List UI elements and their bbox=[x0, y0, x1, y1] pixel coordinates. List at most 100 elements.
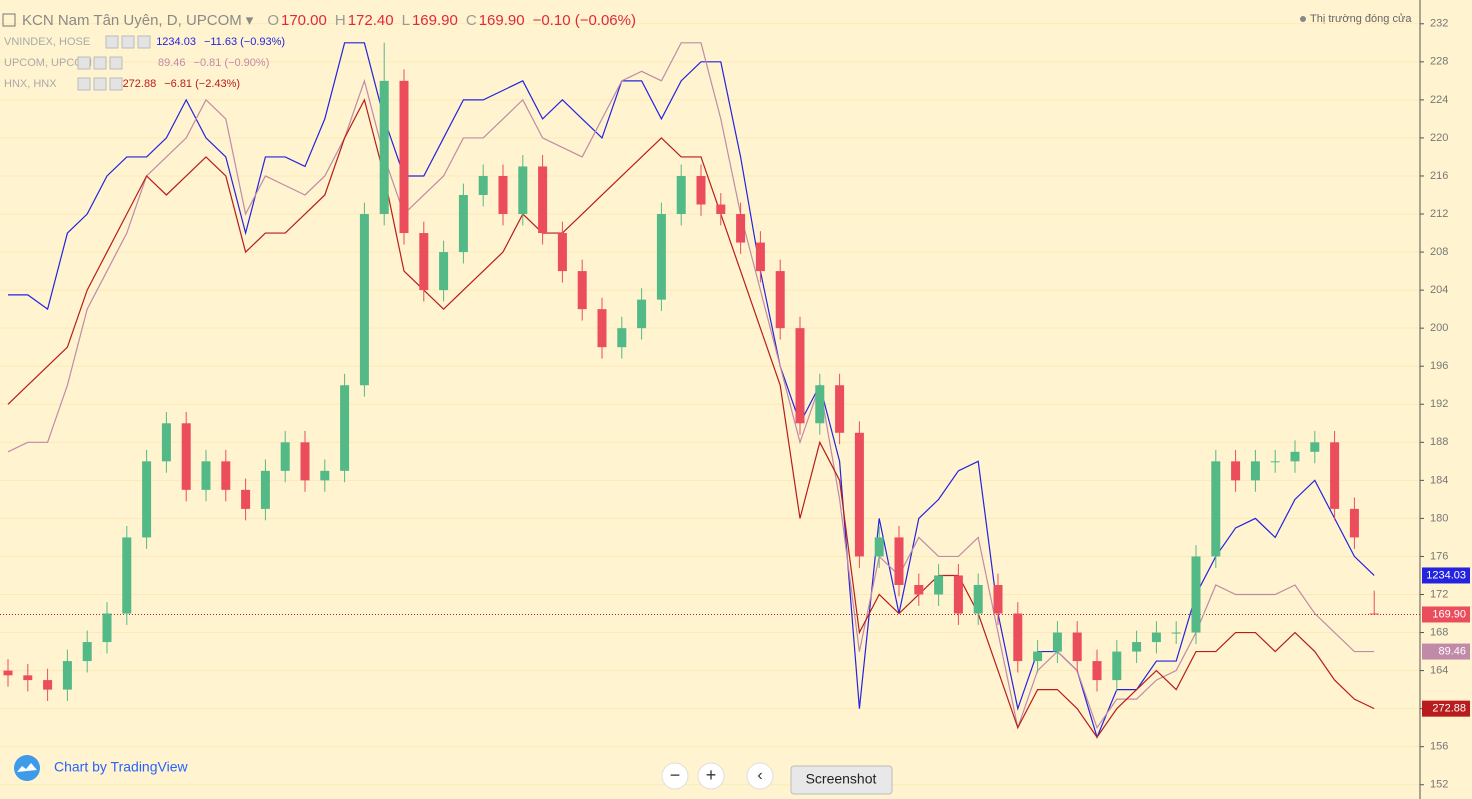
candle-body bbox=[538, 166, 548, 234]
y-tick-label: 184 bbox=[1430, 474, 1448, 486]
candle-body bbox=[379, 80, 389, 215]
candle-body bbox=[1250, 461, 1260, 481]
candle-body bbox=[439, 252, 449, 291]
candle-body bbox=[1211, 461, 1221, 557]
candle-body bbox=[1033, 651, 1043, 662]
y-tick-label: 208 bbox=[1430, 246, 1448, 258]
symbol[interactable]: KCN Nam Tân Uyên, D, UPCOM bbox=[22, 12, 242, 29]
zoom-in[interactable] bbox=[697, 762, 725, 790]
y-tick-label: 164 bbox=[1430, 664, 1448, 676]
candle-body bbox=[1349, 508, 1359, 538]
branding[interactable]: Chart by TradingView bbox=[54, 759, 188, 775]
candle-body bbox=[320, 470, 330, 481]
status: Thị trường đóng cửa bbox=[1310, 13, 1412, 25]
comparison-icon[interactable] bbox=[93, 56, 107, 70]
candle-body bbox=[973, 584, 983, 614]
candle-body bbox=[3, 670, 13, 676]
price-label-box bbox=[1422, 606, 1470, 623]
y-tick-label: 212 bbox=[1430, 208, 1448, 220]
candle-body bbox=[934, 575, 944, 595]
comparison-icon[interactable] bbox=[105, 35, 119, 49]
price-label: 272.88 bbox=[1432, 703, 1466, 715]
candle-body bbox=[1052, 632, 1062, 652]
comparison-icon[interactable] bbox=[77, 56, 91, 70]
candle-body bbox=[1191, 556, 1201, 633]
candle-body bbox=[1112, 651, 1122, 681]
candle-body bbox=[221, 461, 231, 490]
candle-body bbox=[676, 175, 686, 215]
y-tick-label: 220 bbox=[1430, 132, 1448, 144]
candle-body bbox=[181, 423, 191, 490]
y-tick-label: 200 bbox=[1430, 322, 1448, 334]
comparison-line bbox=[7, 42, 1375, 730]
candle-body bbox=[795, 328, 805, 424]
comparison-name[interactable]: UPCOM, UPCOM bbox=[4, 57, 92, 69]
scroll-left[interactable] bbox=[746, 762, 774, 790]
candle-body bbox=[201, 461, 211, 490]
zoom-out-icon: − bbox=[670, 765, 681, 785]
y-tick-label: 204 bbox=[1430, 284, 1448, 296]
candle-body bbox=[1072, 632, 1082, 662]
candle-body bbox=[637, 299, 647, 329]
candle-body bbox=[399, 80, 409, 234]
candle-body bbox=[1310, 442, 1320, 452]
comparison-change: −0.81 (−0.90%) bbox=[194, 57, 270, 69]
candle-body bbox=[419, 233, 429, 291]
candle-body bbox=[458, 194, 468, 253]
y-tick-label: 156 bbox=[1430, 741, 1448, 753]
comparison-name[interactable]: HNX, HNX bbox=[4, 78, 57, 90]
comparison-change: −11.63 (−0.93%) bbox=[204, 36, 285, 48]
candle-body bbox=[1151, 632, 1161, 643]
candle-body bbox=[736, 214, 746, 243]
open: 170.00 bbox=[281, 12, 327, 29]
candle-body bbox=[656, 214, 666, 300]
comparison-icon[interactable] bbox=[109, 77, 123, 91]
comparison-icon[interactable] bbox=[109, 56, 123, 70]
candle-body bbox=[716, 204, 726, 215]
close: 169.90 bbox=[479, 12, 525, 29]
status-dot bbox=[1300, 16, 1306, 22]
y-tick-label: 152 bbox=[1430, 779, 1448, 791]
o-label: O bbox=[267, 12, 279, 29]
y-tick-label: 192 bbox=[1430, 398, 1448, 410]
candle-body bbox=[340, 385, 350, 471]
candle-body bbox=[815, 385, 825, 424]
logo-mark bbox=[17, 763, 37, 772]
candle-body bbox=[122, 537, 132, 614]
comparison-line bbox=[8, 42, 1375, 739]
candle-body bbox=[280, 442, 290, 471]
scroll-left-icon: ‹ bbox=[757, 767, 762, 784]
low: 169.90 bbox=[412, 12, 458, 29]
candle-body bbox=[359, 214, 369, 386]
comparison-change: −6.81 (−2.43%) bbox=[164, 78, 240, 90]
candle-body bbox=[914, 584, 924, 595]
candle-body bbox=[1013, 613, 1023, 662]
candle-body bbox=[102, 613, 112, 643]
comparison-name[interactable]: VNINDEX, HOSE bbox=[4, 36, 90, 48]
price-label: 1234.03 bbox=[1426, 569, 1466, 581]
y-tick-label: 224 bbox=[1430, 94, 1448, 106]
candle-body bbox=[300, 442, 310, 481]
collapse-icon[interactable] bbox=[2, 13, 16, 27]
y-tick-label: 188 bbox=[1430, 436, 1448, 448]
candle-body bbox=[43, 680, 53, 690]
comparison-icon[interactable] bbox=[137, 35, 151, 49]
price-label-box bbox=[1422, 700, 1470, 717]
price-label: 89.46 bbox=[1438, 645, 1466, 657]
comparison-icon[interactable] bbox=[121, 35, 135, 49]
candle-body bbox=[993, 584, 1003, 614]
l-label: L bbox=[402, 12, 410, 29]
comparison-legend: UPCOM, UPCOM 89.46 −0.81 (−0.90%) bbox=[4, 57, 269, 69]
comparison-last: 272.88 bbox=[123, 78, 157, 90]
y-tick-label: 180 bbox=[1430, 512, 1448, 524]
candle-body bbox=[82, 642, 92, 662]
comparison-icon[interactable] bbox=[77, 77, 91, 91]
candle-body bbox=[835, 385, 845, 433]
price-label-box bbox=[1422, 643, 1470, 660]
comparison-icon[interactable] bbox=[93, 77, 107, 91]
candle-body bbox=[1171, 632, 1181, 634]
zoom-in-icon: + bbox=[706, 765, 717, 785]
c-label: C bbox=[466, 12, 477, 29]
zoom-out[interactable] bbox=[661, 762, 689, 790]
